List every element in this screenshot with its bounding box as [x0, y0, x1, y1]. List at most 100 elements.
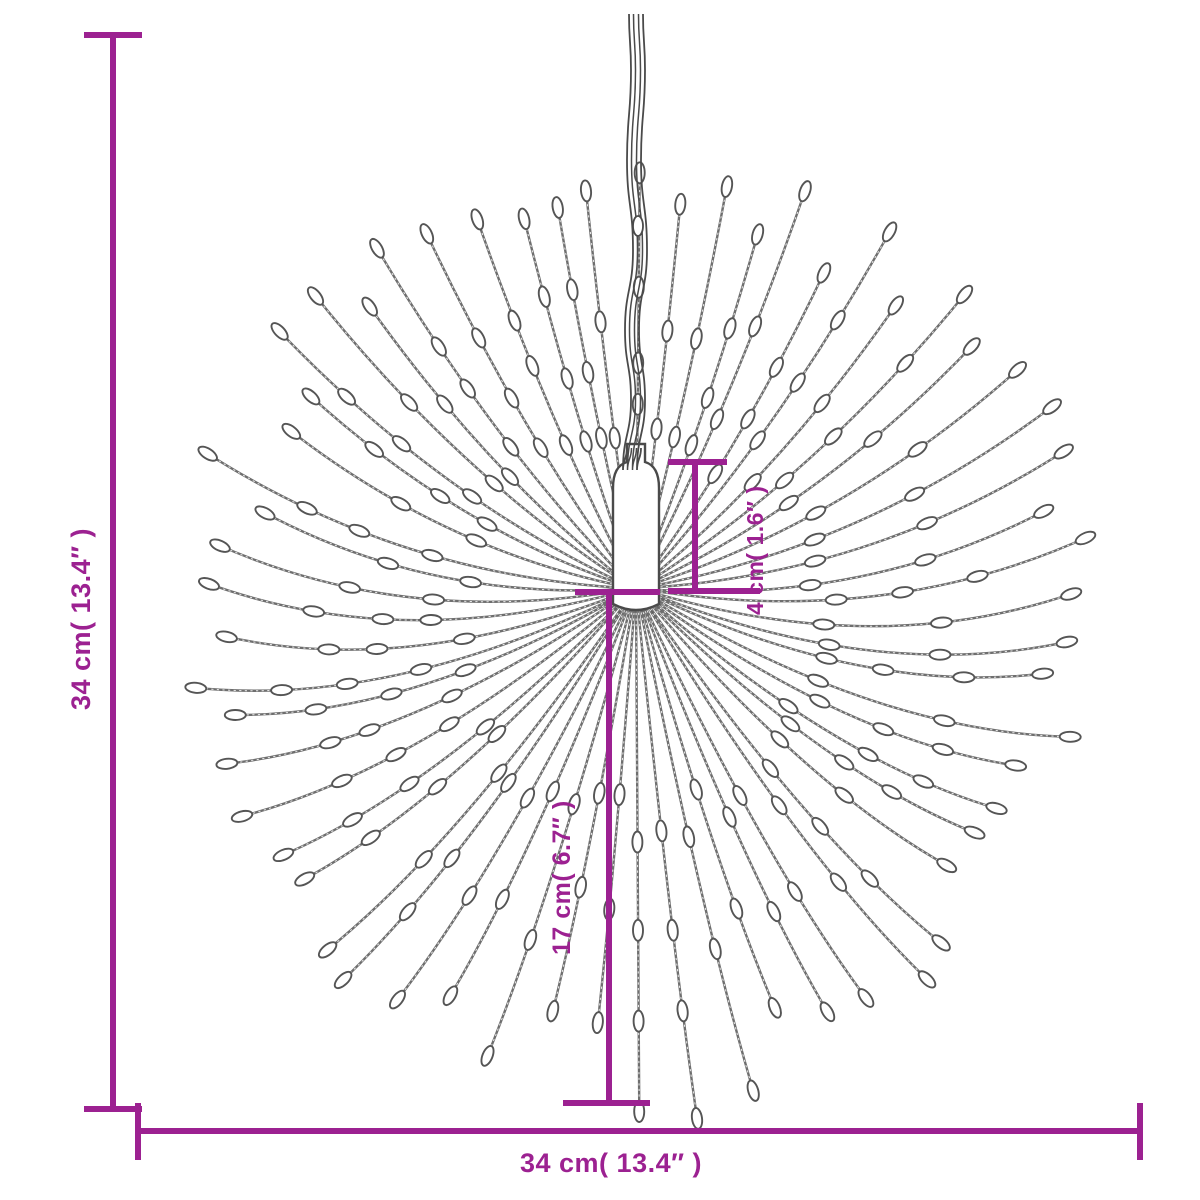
led-bead — [613, 783, 626, 807]
led-bead — [452, 632, 476, 646]
power-cord-line — [622, 13, 634, 471]
led-bead — [230, 809, 254, 823]
led-bead — [722, 806, 737, 828]
led-bead — [749, 430, 766, 451]
wire-strand-group — [184, 161, 1097, 1130]
wire-strand — [642, 590, 1082, 743]
led-bead — [537, 285, 551, 308]
wire-strand — [270, 322, 631, 588]
led-bead — [803, 554, 827, 568]
wire-strand — [638, 594, 836, 1023]
led-bead — [306, 286, 325, 306]
led-bead — [338, 581, 361, 594]
wire-strand — [638, 262, 832, 586]
led-bead — [215, 630, 238, 644]
led-bead — [566, 278, 579, 302]
led-bead — [743, 473, 762, 492]
led-bead — [674, 192, 687, 216]
wire-strand — [281, 422, 630, 589]
led-bead — [454, 663, 477, 678]
led-bead — [812, 618, 836, 631]
led-bead — [502, 436, 520, 457]
led-bead — [459, 575, 482, 589]
led-bead — [494, 888, 510, 910]
led-bead — [631, 392, 644, 416]
led-bead — [770, 730, 790, 749]
wire-strand — [640, 295, 905, 587]
led-bead — [1033, 503, 1055, 519]
led-bead — [689, 778, 703, 801]
led-bead — [1060, 587, 1083, 601]
wire-strand — [642, 591, 1028, 772]
led-bead — [676, 999, 689, 1023]
led-bead — [369, 237, 385, 259]
wire-strand — [640, 593, 951, 952]
strand-length-label: 17 cm( 6.7″ ) — [548, 800, 576, 955]
led-bead — [666, 918, 679, 942]
wire-strand — [215, 591, 630, 770]
led-bead — [1053, 443, 1074, 460]
led-bead — [281, 422, 302, 440]
led-bead — [198, 577, 220, 591]
led-bead — [436, 394, 454, 414]
led-bead — [215, 757, 239, 770]
led-bead — [700, 386, 715, 409]
led-bead — [365, 643, 389, 655]
led-bead — [904, 486, 926, 502]
led-bead — [650, 417, 663, 441]
wire-strand — [641, 337, 981, 588]
wire-strand — [317, 593, 632, 959]
wire-strand — [638, 594, 875, 1008]
wire-strand — [197, 445, 630, 590]
led-bead — [881, 221, 898, 243]
hub-height-label: 4 cm( 1.6″ ) — [742, 485, 768, 615]
led-bead — [254, 505, 276, 521]
led-bead — [829, 309, 846, 331]
led-bead — [746, 1079, 760, 1102]
led-bead — [335, 677, 359, 691]
led-bead — [668, 425, 681, 449]
led-bead — [834, 786, 854, 804]
led-bead — [817, 638, 841, 651]
led-bead — [465, 533, 488, 548]
wire-strand — [631, 594, 646, 1123]
wire-strand — [641, 361, 1027, 589]
led-bead — [857, 988, 875, 1008]
led-bead — [1058, 730, 1082, 743]
led-bead — [593, 781, 606, 805]
led-bead — [929, 616, 953, 629]
led-bead — [1074, 530, 1097, 546]
led-bead — [1031, 667, 1055, 680]
led-bead — [811, 816, 830, 836]
led-bead — [778, 494, 799, 512]
led-bead — [272, 847, 295, 863]
led-bead — [422, 593, 446, 606]
led-bead — [595, 426, 608, 450]
wire-strand — [637, 180, 812, 586]
overall-width-label: 34 cm( 13.4″ ) — [520, 1148, 703, 1178]
led-bead — [579, 430, 593, 453]
wire-strand — [642, 503, 1055, 593]
led-bead — [963, 825, 986, 840]
led-bead — [962, 337, 981, 356]
led-bead — [871, 663, 895, 676]
led-bead — [223, 709, 247, 721]
led-bead — [197, 445, 218, 462]
led-bead — [331, 773, 353, 789]
led-bead — [985, 801, 1008, 815]
led-bead — [546, 999, 560, 1023]
led-bead — [594, 310, 607, 334]
wire-strand — [215, 589, 630, 656]
led-bead — [823, 427, 843, 446]
led-bead — [476, 516, 498, 532]
wire-strand — [635, 594, 704, 1130]
led-bead — [775, 471, 795, 490]
led-bead — [342, 812, 363, 828]
led-bead — [398, 902, 417, 922]
led-bead — [631, 830, 644, 854]
led-bead — [824, 593, 848, 606]
led-bead — [805, 505, 827, 521]
led-bead — [766, 900, 782, 923]
led-bead — [414, 849, 433, 869]
